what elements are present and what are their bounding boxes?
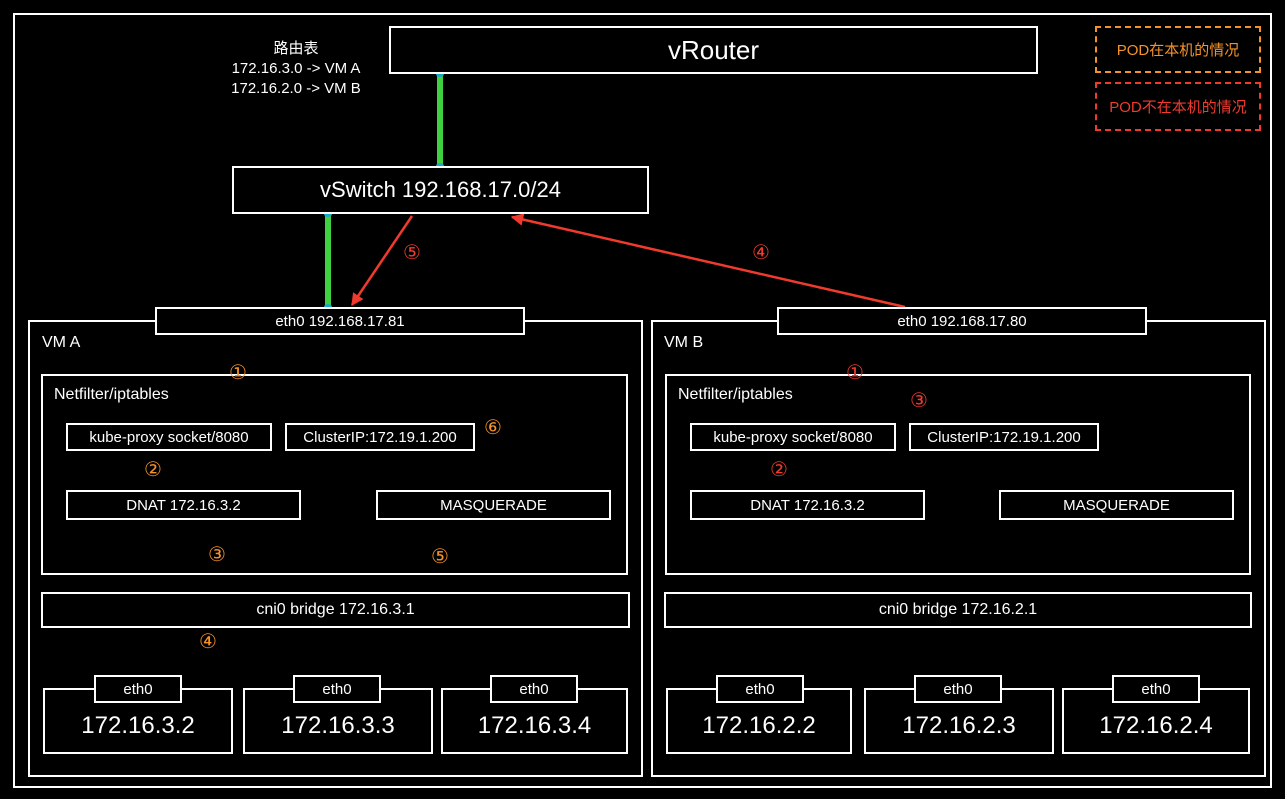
vm-b-pod-1: 172.16.2.2 <box>666 688 852 754</box>
step-a6: ⑥ <box>484 417 502 439</box>
vm-a-netfilter-title: Netfilter/iptables <box>54 386 169 403</box>
pod-ip: 172.16.3.2 <box>81 712 195 739</box>
vm-a-masquerade-label: MASQUERADE <box>440 496 547 514</box>
vm-b-bridge-box: cni0 bridge 172.16.2.1 <box>664 592 1252 628</box>
step-b2: ② <box>770 459 788 481</box>
pod-iface: eth0 <box>943 680 973 698</box>
pod-iface: eth0 <box>745 680 775 698</box>
vm-a-eth0-label: eth0 192.168.17.81 <box>275 312 405 330</box>
vm-b-masquerade-box: MASQUERADE <box>999 490 1234 520</box>
step-b3: ③ <box>910 390 928 412</box>
vm-b-cluster-ip-label: ClusterIP:172.19.1.200 <box>927 428 1081 446</box>
vm-b-dnat-label: DNAT 172.16.3.2 <box>750 496 865 514</box>
vm-b-pod-2-eth0: eth0 <box>914 675 1002 703</box>
vm-a-bridge-box: cni0 bridge 172.16.3.1 <box>41 592 630 628</box>
step-a1: ① <box>229 362 247 384</box>
step-r5: ⑤ <box>403 242 421 264</box>
legend-remote-pod: POD不在本机的情况 <box>1095 82 1261 131</box>
pod-ip: 172.16.3.4 <box>477 712 592 739</box>
step-a2: ② <box>144 459 162 481</box>
route-entry: 172.16.2.0 -> VM B <box>231 80 361 97</box>
route-entry: 172.16.3.0 -> VM A <box>231 60 361 77</box>
vm-a-kube-proxy-box: kube-proxy socket/8080 <box>66 423 272 451</box>
vm-b-title: VM B <box>664 334 704 351</box>
vm-a-masquerade-box: MASQUERADE <box>376 490 611 520</box>
vm-a-kube-proxy-label: kube-proxy socket/8080 <box>89 428 249 446</box>
vm-a-dnat-label: DNAT 172.16.3.2 <box>126 496 241 514</box>
vm-b-masquerade-label: MASQUERADE <box>1063 496 1170 514</box>
route-table-title: 路由表 <box>273 40 319 57</box>
vm-b-kube-proxy-label: kube-proxy socket/8080 <box>713 428 873 446</box>
vm-b-kube-proxy-box: kube-proxy socket/8080 <box>690 423 896 451</box>
link-vswitch-vm-a <box>325 214 331 307</box>
vm-a-dnat-box: DNAT 172.16.3.2 <box>66 490 301 520</box>
step-r4: ④ <box>752 242 770 264</box>
vm-b-dnat-box: DNAT 172.16.3.2 <box>690 490 925 520</box>
pod-ip: 172.16.2.3 <box>902 712 1016 739</box>
legend-local-label: POD在本机的情况 <box>1116 42 1240 59</box>
arrow-r5 <box>350 215 414 307</box>
vm-b-pod-1-eth0: eth0 <box>716 675 804 703</box>
vrouter-title: vRouter <box>667 34 760 65</box>
vm-a-netfilter-box <box>41 374 628 575</box>
vm-b-cluster-ip-box: ClusterIP:172.19.1.200 <box>909 423 1099 451</box>
vm-a-eth0-box: eth0 192.168.17.81 <box>155 307 525 335</box>
step-a5: ⑤ <box>431 546 449 568</box>
legend-local-pod: POD在本机的情况 <box>1095 26 1261 73</box>
pod-iface: eth0 <box>1141 680 1171 698</box>
vm-a-pod-1-eth0: eth0 <box>94 675 182 703</box>
vm-a-cluster-ip-box: ClusterIP:172.19.1.200 <box>285 423 475 451</box>
vm-a-cluster-ip-label: ClusterIP:172.19.1.200 <box>303 428 457 446</box>
step-a4: ④ <box>199 631 217 653</box>
vm-b-pod-3-eth0: eth0 <box>1112 675 1200 703</box>
vm-b-eth0-box: eth0 192.168.17.80 <box>777 307 1147 335</box>
vm-b-netfilter-box <box>665 374 1251 575</box>
arrow-r4 <box>510 213 906 309</box>
step-a3: ③ <box>208 544 226 566</box>
vm-b-bridge-label: cni0 bridge 172.16.2.1 <box>878 601 1038 618</box>
vm-a-pod-2-eth0: eth0 <box>293 675 381 703</box>
vm-a-bridge-label: cni0 bridge 172.16.3.1 <box>256 601 415 618</box>
vm-b-eth0-label: eth0 192.168.17.80 <box>897 312 1027 330</box>
vm-b-netfilter-title: Netfilter/iptables <box>678 386 793 403</box>
legend-remote-label: POD不在本机的情况 <box>1109 99 1247 116</box>
pod-iface: eth0 <box>519 680 549 698</box>
vswitch-label: vSwitch 192.168.17.0/24 <box>320 177 561 202</box>
pod-iface: eth0 <box>123 680 153 698</box>
vm-a-pod-3-eth0: eth0 <box>490 675 578 703</box>
step-b1: ① <box>846 362 864 384</box>
pod-ip: 172.16.3.3 <box>281 712 395 739</box>
pod-iface: eth0 <box>322 680 352 698</box>
vm-a-title: VM A <box>42 334 81 351</box>
vrouter-box: vRouter <box>389 26 1038 74</box>
diagram-frame <box>13 13 1272 788</box>
vswitch-box: vSwitch 192.168.17.0/24 <box>232 166 649 214</box>
link-router-vswitch <box>437 74 443 166</box>
pod-ip: 172.16.2.4 <box>1099 712 1213 739</box>
pod-ip: 172.16.2.2 <box>702 712 816 739</box>
route-table: 路由表 172.16.3.0 -> VM A 172.16.2.0 -> VM … <box>206 39 386 99</box>
